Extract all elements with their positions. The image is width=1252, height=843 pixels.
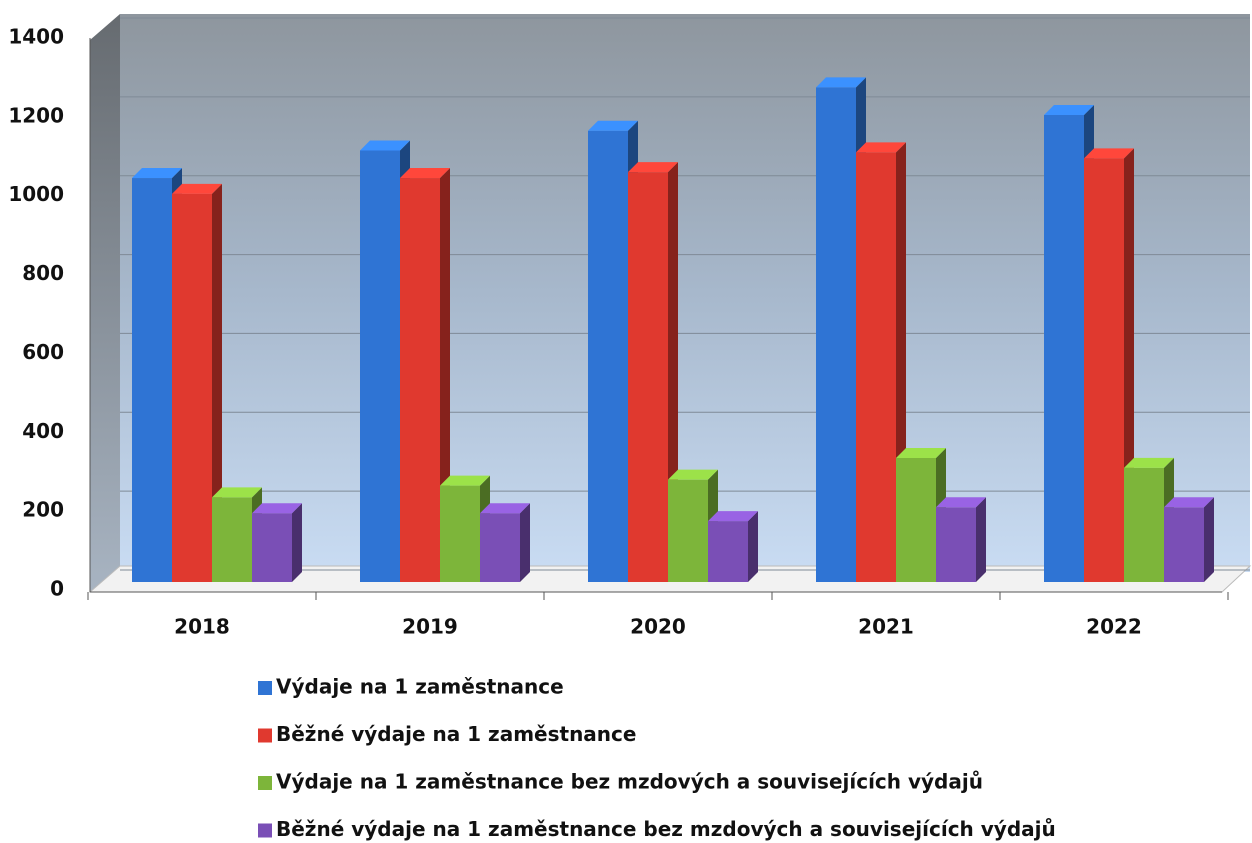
y-tick-label: 800 [22,261,64,285]
bar-side [212,183,222,583]
bar-top [172,183,222,194]
bar-front [172,193,212,583]
x-tick-label: 2022 [1086,615,1142,639]
legend-label: Výdaje na 1 zaměstnance bez mzdových a s… [276,770,983,794]
bar-top [668,469,718,480]
bar [440,475,490,582]
bar-top [816,77,866,88]
bar-top [480,503,530,514]
bar-top [400,168,450,179]
bar-top [440,475,490,486]
bar-top [360,140,410,151]
bar-top [588,120,638,131]
legend-label: Výdaje na 1 zaměstnance [276,675,564,699]
bar [1164,497,1214,582]
bar-front [936,507,976,582]
bar-top [1084,148,1134,159]
bar-front [252,513,292,582]
x-tick-label: 2018 [174,615,230,639]
bar-front [360,150,400,582]
bar-front [400,178,440,583]
legend-swatch [258,728,272,743]
side-wall [90,14,120,592]
y-tick-label: 1400 [8,25,64,49]
bar-side [1204,497,1214,582]
bar [172,183,222,583]
bar-top [132,168,182,179]
bar [480,503,530,582]
bar-top [212,487,262,498]
bar-front [856,152,896,582]
bar-front [212,497,252,582]
y-tick-label: 200 [22,498,64,522]
legend-swatch [258,776,272,790]
y-tick-label: 1200 [8,103,64,127]
bar-side [292,503,302,582]
bar-front [896,458,936,582]
legend-swatch [258,681,272,695]
bar-top [856,142,906,153]
bar-top [1124,457,1174,468]
x-tick-label: 2019 [402,615,458,639]
bar-side [520,503,530,582]
bar-front [816,87,856,582]
bar-front [132,178,172,583]
bar-front [628,172,668,582]
bar-top [628,162,678,173]
bar-front [1164,507,1204,582]
legend-swatch [258,823,272,838]
bar [628,162,678,582]
y-tick-label: 400 [22,419,64,443]
bar-top [896,448,946,458]
bar-front [1044,114,1084,582]
bar-top [936,497,986,508]
bar-front [1084,158,1124,583]
y-tick-label: 0 [50,577,64,601]
bar-front [668,479,708,582]
bar-side [976,497,986,582]
bar-side [748,511,758,582]
x-tick-label: 2021 [858,615,914,639]
bar-top [708,511,758,522]
bar-top [1164,497,1214,508]
y-tick-label: 600 [22,340,64,364]
bar-front [480,513,520,582]
bar-front [440,485,480,582]
bar-top [252,503,302,514]
bar [708,511,758,582]
x-tick-label: 2020 [630,615,686,639]
legend-label: Běžné výdaje na 1 zaměstnance [276,722,636,746]
bar [252,503,302,582]
bar [936,497,986,582]
bar-front [708,521,748,582]
bar-top [1044,104,1094,115]
bar-front [588,130,628,582]
bar-front [1124,467,1164,582]
legend-label: Běžné výdaje na 1 zaměstnance bez mzdový… [276,817,1056,841]
y-tick-label: 1000 [8,182,64,206]
